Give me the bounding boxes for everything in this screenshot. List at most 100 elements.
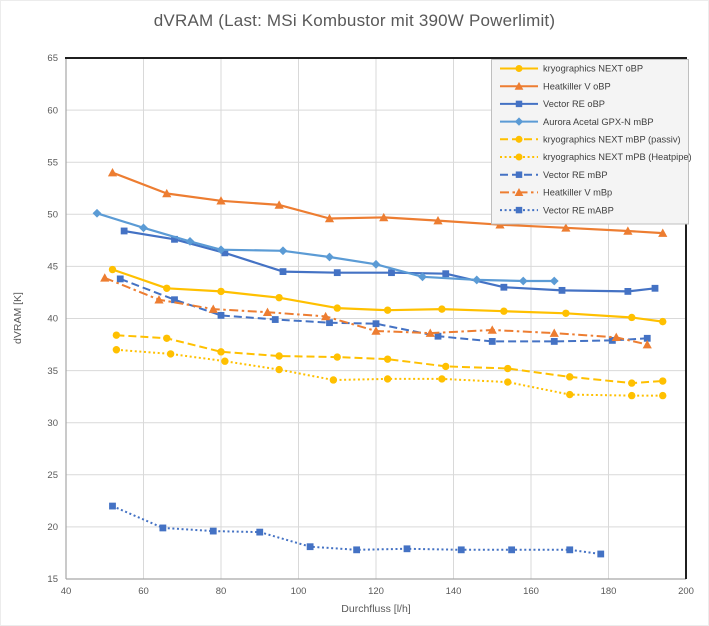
data-point-marker (139, 223, 148, 233)
data-point-marker (271, 316, 279, 323)
series-vector-re-obp[interactable] (120, 227, 659, 295)
data-point-marker (171, 235, 178, 243)
legend-item-vector-re-mabp[interactable]: Vector RE mABP (500, 205, 614, 215)
data-point-marker (329, 376, 338, 384)
data-point-marker (112, 331, 121, 339)
legend-item-heatkiller-v-mbp[interactable]: Heatkiller V mBp (500, 188, 612, 198)
data-point-marker (566, 546, 574, 554)
data-point-marker (109, 502, 116, 510)
data-point-marker (550, 338, 558, 345)
data-point-marker (659, 391, 667, 400)
data-point-marker (438, 305, 446, 313)
data-point-marker (333, 304, 341, 312)
data-point-marker (275, 293, 283, 302)
data-point-marker (92, 208, 102, 218)
data-point-marker (562, 309, 570, 317)
data-point-marker (488, 338, 496, 345)
data-point-marker (371, 259, 381, 269)
legend-item-kryographics-next-mpb-heatpipe[interactable]: kryographics NEXT mPB (Heatpipe) (500, 152, 692, 162)
data-point-marker (515, 100, 523, 108)
x-tick-label: 120 (368, 586, 384, 597)
data-point-marker (388, 269, 395, 277)
data-point-marker (438, 375, 446, 383)
series-vector-re-mbp[interactable] (116, 275, 651, 345)
x-tick-label: 40 (61, 586, 72, 597)
series-heatkiller-v-mbp[interactable] (100, 273, 652, 349)
data-point-marker (487, 325, 497, 334)
data-point-marker (321, 311, 331, 321)
data-point-marker (508, 546, 516, 554)
data-point-marker (418, 272, 427, 282)
data-point-marker (515, 135, 523, 143)
data-point-marker (457, 546, 465, 554)
data-point-marker (166, 350, 175, 358)
legend-item-kryographics-next-mbp-passiv[interactable]: kryographics NEXT mBP (passiv) (500, 135, 681, 145)
legend-label: Vector RE mABP (543, 205, 614, 215)
data-point-marker (163, 334, 171, 342)
data-point-marker (425, 328, 435, 337)
data-point-marker (658, 228, 668, 237)
data-point-marker (514, 117, 524, 126)
data-point-marker (504, 378, 512, 386)
data-point-marker (566, 390, 574, 399)
data-point-marker (659, 317, 667, 326)
series-kryographics-next-mbp-passiv[interactable] (112, 331, 667, 387)
legend-label: Heatkiller V mBp (543, 188, 612, 198)
data-point-marker (163, 284, 171, 292)
legend-label: kryographics NEXT mBP (passiv) (543, 135, 681, 145)
data-point-marker (112, 346, 121, 354)
data-point-marker (275, 365, 283, 374)
data-point-marker (515, 206, 523, 214)
data-point-marker (643, 334, 651, 342)
legend-item-aurora-acetal-gpx-n-mbp[interactable]: Aurora Acetal GPX-N mBP (500, 117, 654, 127)
data-point-marker (274, 200, 284, 209)
data-point-marker (623, 226, 633, 235)
data-point-marker (326, 319, 333, 327)
data-point-marker (566, 373, 574, 381)
legend-label: Vector RE oBP (543, 99, 605, 109)
data-point-marker (221, 357, 229, 365)
data-point-marker (262, 307, 273, 317)
data-point-marker (185, 236, 195, 246)
legend-item-vector-re-mbp[interactable]: Vector RE mBP (500, 170, 608, 180)
data-point-marker (628, 391, 636, 400)
data-point-marker (434, 332, 442, 340)
legend-item-kryographics-next-obp[interactable]: kryographics NEXT oBP (500, 64, 643, 74)
series-kryographics-next-mpb-heatpipe[interactable] (112, 346, 667, 400)
data-point-marker (500, 307, 508, 315)
data-point-marker (107, 168, 118, 177)
x-tick-label: 200 (678, 586, 694, 597)
data-point-marker (515, 153, 523, 161)
legend-label: Heatkiller V oBP (543, 81, 611, 91)
data-point-marker (217, 348, 225, 356)
data-point-marker (383, 355, 392, 363)
x-tick-label: 80 (216, 586, 227, 597)
chart-title: dVRAM (Last: MSi Kombustor mit 390W Powe… (153, 11, 556, 30)
data-point-marker (275, 352, 283, 360)
legend-item-heatkiller-v-obp[interactable]: Heatkiller V oBP (500, 81, 611, 91)
legend-label: kryographics NEXT mPB (Heatpipe) (543, 152, 692, 162)
data-point-marker (628, 379, 636, 387)
data-point-marker (504, 364, 512, 373)
data-point-marker (154, 295, 164, 304)
data-point-marker (549, 328, 559, 337)
y-tick-label: 60 (47, 105, 58, 116)
x-tick-label: 180 (601, 586, 617, 597)
data-point-marker (442, 270, 450, 278)
series-aurora-acetal-gpx-n-mbp[interactable] (92, 208, 559, 286)
data-point-marker (279, 268, 287, 276)
series-vector-re-mabp[interactable] (109, 502, 605, 558)
tick-labels: 40 60 80 100 120 140 160 180 200 15 20 25 30 35 40 45 50… (47, 53, 694, 597)
y-tick-label: 65 (47, 53, 58, 64)
data-point-marker (216, 245, 226, 255)
data-point-marker (379, 212, 389, 222)
data-point-marker (159, 524, 167, 532)
legend-item-vector-re-obp[interactable]: Vector RE oBP (500, 99, 605, 109)
x-tick-label: 100 (291, 586, 307, 597)
data-point-marker (642, 339, 652, 349)
x-axis-title: Durchfluss [l/h] (341, 603, 411, 615)
data-point-marker (372, 320, 380, 328)
legend-label: Aurora Acetal GPX-N mBP (543, 117, 654, 127)
series-kryographics-next-obp[interactable] (108, 265, 667, 326)
